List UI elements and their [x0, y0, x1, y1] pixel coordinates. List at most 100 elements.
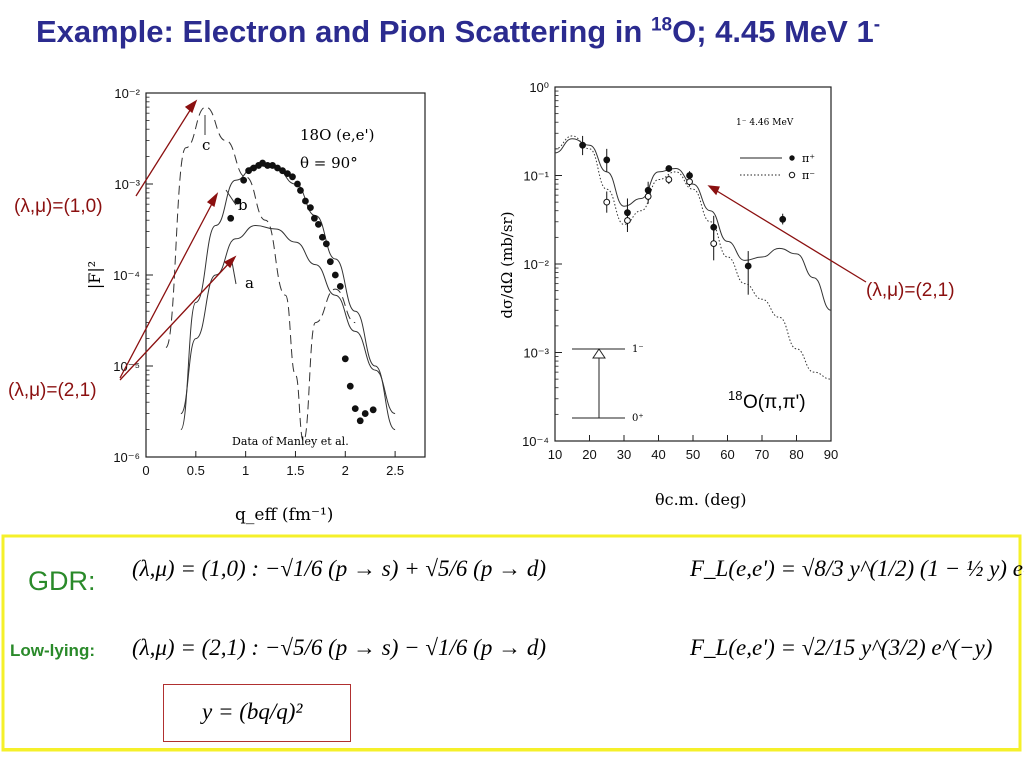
right-x-tick-label-2: 30	[617, 447, 631, 462]
right-x-tick-label-6: 70	[755, 447, 769, 462]
left-x-tick-label-1: 0.5	[187, 463, 205, 478]
left-point	[289, 173, 296, 181]
left-x-axis-label: q_eff (fm⁻¹)	[235, 505, 333, 525]
title-mass-number: 18	[650, 14, 673, 36]
legend-label-piplus: π⁺	[802, 152, 815, 165]
left-chart-title: 18O (e,e')	[300, 126, 375, 144]
right-legend-title: 1⁻ 4.46 MeV	[736, 118, 794, 128]
title-main: Example: Electron and Pion Scattering in	[36, 14, 651, 49]
left-x-tick-label-0: 0	[142, 463, 149, 478]
arrow-right-21	[711, 187, 867, 283]
pointer-b	[225, 189, 237, 206]
title-rest: O; 4.45 MeV 1	[672, 14, 874, 49]
left-point	[331, 271, 339, 279]
left-chart-credit: Data of Manley et al.	[232, 435, 349, 448]
legend-marker-piplus	[789, 155, 795, 161]
left-point	[307, 204, 314, 212]
left-point	[297, 187, 304, 194]
left-point	[274, 164, 281, 172]
left-point	[322, 240, 330, 248]
right-curve-2	[554, 138, 832, 311]
left-x-tick-label-5: 2.5	[386, 463, 404, 478]
right-point	[779, 215, 787, 223]
left-y-tick-label-3: 10⁻³	[114, 177, 140, 192]
arrow-21-to-a	[119, 259, 233, 381]
right-y-tick-label-3: 10⁻¹	[523, 169, 549, 184]
right-x-tick-label-3: 40	[651, 447, 665, 462]
right-curve-3	[554, 135, 832, 380]
title-sign: -	[873, 14, 881, 36]
left-curves	[165, 106, 396, 442]
left-chart-subtitle: θ = 90°	[300, 154, 358, 172]
right-curves	[554, 135, 832, 380]
lowlying-formfactor-equation: F_L(e,e') = √2/15 y^(3/2) e^(−y)	[690, 635, 993, 660]
y-definition: y = (bq/q)²	[202, 699, 303, 724]
right-y-axis-label: dσ/dΩ (mb/sr)	[498, 211, 516, 318]
lowlying-coupling-equation: (λ,μ) = (2,1) : −√5/6 (p → s) − √1/6 (p …	[132, 635, 546, 660]
left-y-axis-label: |F|²	[85, 261, 104, 289]
gdr-coupling-equation: (λ,μ) = (1,0) : −√1/6 (p → s) + √5/6 (p …	[132, 556, 546, 581]
annotation-arrows	[119, 99, 867, 381]
right-y-tick-label-1: 10⁻³	[523, 346, 549, 361]
reaction-label: O(π,π')	[743, 392, 806, 413]
right-x-tick-label-0: 10	[548, 447, 562, 462]
left-curve-1	[180, 224, 396, 415]
left-point	[279, 167, 286, 175]
right-y-tick-label-4: 10⁰	[529, 80, 549, 95]
left-curve-3	[165, 106, 356, 442]
right-x-tick-label-8: 90	[824, 447, 838, 462]
right-point	[644, 193, 652, 200]
right-x-tick-label-5: 60	[720, 447, 734, 462]
right-x-tick-label-4: 50	[686, 447, 700, 462]
curve-label-b: b	[238, 196, 248, 214]
left-x-tick-label-2: 1	[242, 463, 249, 478]
right-y-tick-label-0: 10⁻⁴	[522, 434, 549, 449]
level-arrow-head	[592, 348, 606, 359]
right-plot-frame	[554, 86, 832, 442]
left-point	[245, 167, 253, 175]
left-point	[314, 220, 322, 228]
legend-label-piminus: π⁻	[802, 169, 815, 182]
right-y-tick-label-2: 10⁻²	[523, 257, 549, 272]
right-data-points	[579, 135, 787, 295]
left-point	[234, 197, 242, 205]
right-point	[603, 198, 611, 206]
annotation-left-10: (λ,μ)=(1,0)	[14, 196, 103, 217]
left-y-tick-label-4: 10⁻²	[114, 86, 140, 101]
left-point	[356, 417, 364, 425]
left-point	[346, 382, 354, 390]
annotation-right-21: (λ,μ)=(2,1)	[866, 280, 955, 301]
right-x-tick-label-7: 80	[789, 447, 803, 462]
gdr-formfactor-equation: F_L(e,e') = √8/3 y^(1/2) (1 − ½ y) e^(−y…	[690, 556, 1024, 581]
left-point	[318, 233, 326, 241]
gdr-label: GDR:	[28, 566, 96, 596]
right-point	[665, 165, 673, 172]
curve-label-a: a	[245, 274, 254, 292]
left-point	[336, 282, 344, 290]
arrow-10-to-c	[135, 103, 195, 197]
right-point	[710, 223, 718, 231]
pointer-a	[231, 261, 237, 285]
left-point	[284, 170, 291, 178]
left-data-points	[227, 159, 377, 425]
arrow-10-head	[184, 99, 198, 114]
left-point	[326, 258, 334, 266]
lowlying-label: Low-lying:	[10, 641, 95, 660]
right-point	[710, 240, 718, 248]
right-point	[686, 178, 693, 186]
level-lower-label: 0⁺	[632, 413, 644, 424]
legend-marker-piminus	[788, 171, 796, 179]
right-point	[744, 262, 752, 270]
left-point	[361, 410, 369, 417]
y-definition-box: y = (bq/q)²	[163, 684, 351, 742]
annotation-left-21: (λ,μ)=(2,1)	[8, 380, 97, 401]
arrow-21-to-b	[119, 197, 216, 379]
left-x-tick-label-3: 1.5	[286, 463, 304, 478]
left-point	[341, 355, 349, 363]
slide-title: Example: Electron and Pion Scattering in…	[36, 14, 1016, 64]
right-point	[603, 156, 611, 164]
left-point	[302, 197, 309, 205]
arrow-right-head	[707, 185, 720, 196]
curve-label-c: c	[202, 136, 210, 154]
